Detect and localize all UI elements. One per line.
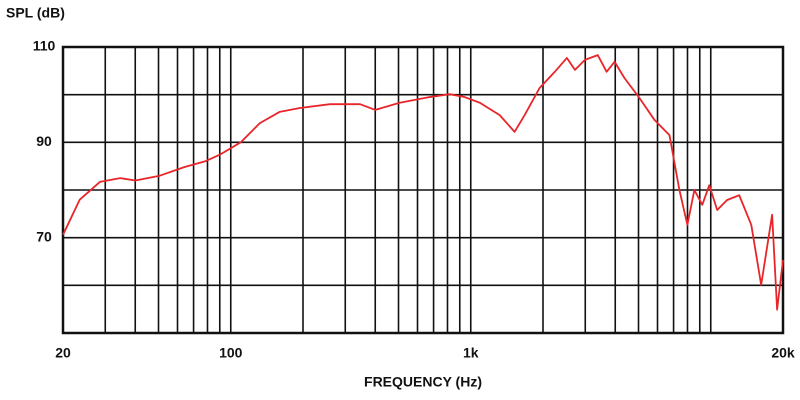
plot-frame bbox=[61, 45, 785, 335]
y-tick-label: 70 bbox=[36, 228, 52, 244]
y-axis-label: SPL (dB) bbox=[6, 5, 65, 21]
x-axis-label: FREQUENCY (Hz) bbox=[364, 374, 482, 390]
x-tick-label: 100 bbox=[219, 345, 243, 361]
x-tick-label: 20k bbox=[771, 345, 795, 361]
y-tick-label: 110 bbox=[33, 38, 56, 54]
x-tick-label: 20 bbox=[55, 345, 71, 361]
response-curve bbox=[62, 54, 784, 311]
x-tick-label: 1k bbox=[463, 345, 479, 361]
y-tick-label: 90 bbox=[36, 133, 52, 149]
